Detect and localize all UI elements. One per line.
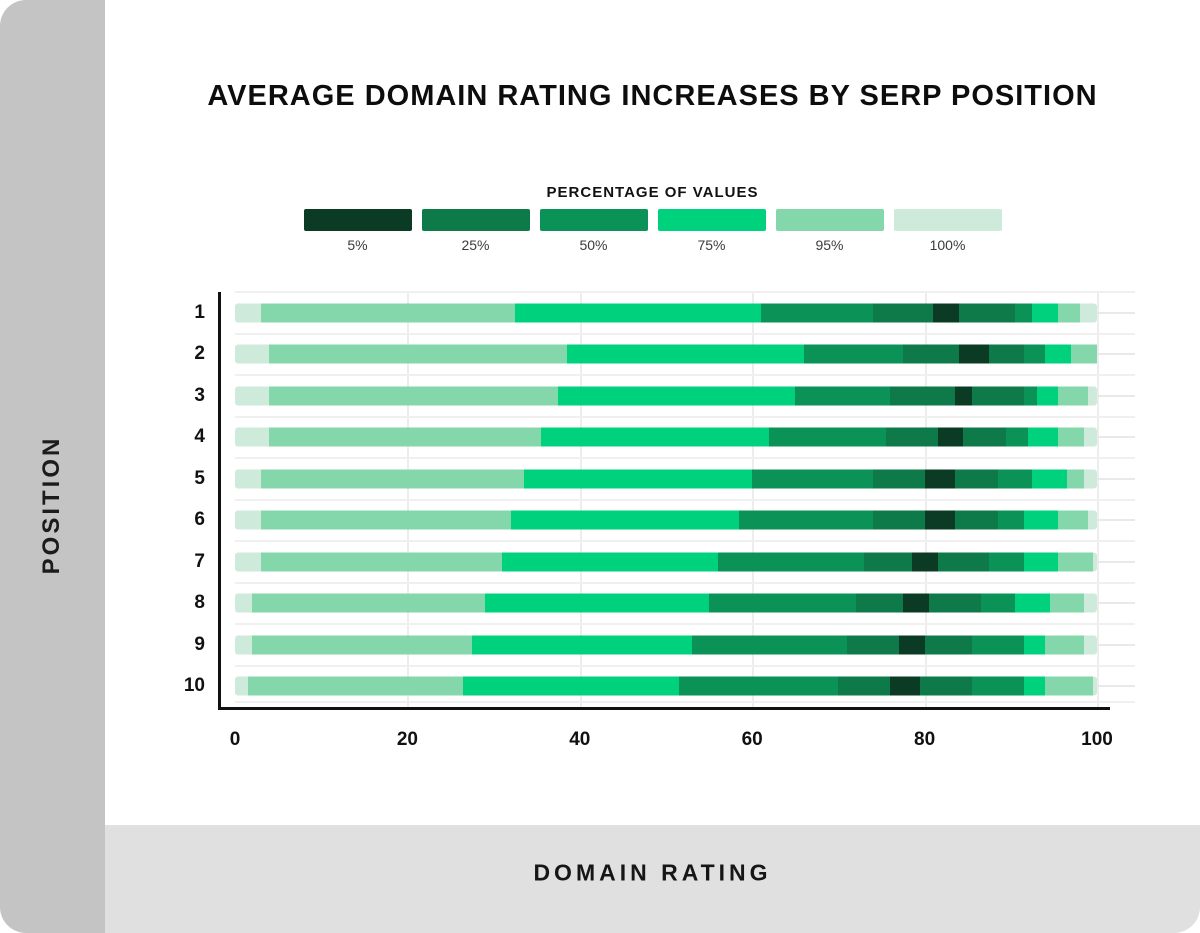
row-center-gridline xyxy=(1097,477,1135,480)
y-axis-line xyxy=(218,292,221,709)
chart-title: AVERAGE DOMAIN RATING INCREASES BY SERP … xyxy=(207,80,1098,112)
chart-row: 9 xyxy=(194,623,1135,666)
chart-row: 1 xyxy=(194,291,1135,334)
legend-swatch xyxy=(421,209,530,231)
chart-row: 8 xyxy=(194,581,1135,625)
legend-swatch xyxy=(775,209,884,231)
percentile-bar xyxy=(235,552,1097,572)
x-tick-label: 80 xyxy=(914,729,936,750)
row-center-gridline xyxy=(1097,685,1135,688)
row-center-gridline xyxy=(1097,602,1135,605)
x-tick-label: 60 xyxy=(741,729,763,750)
y-tick-label: 5 xyxy=(194,467,205,489)
y-tick-label: 2 xyxy=(194,343,205,365)
chart-row: 3 xyxy=(194,374,1135,417)
horizontal-gridline xyxy=(235,415,1135,418)
percentile-bar xyxy=(235,427,1097,447)
horizontal-gridline xyxy=(235,498,1135,501)
x-axis-title-band: DOMAIN RATING xyxy=(105,825,1200,933)
x-axis-title: DOMAIN RATING xyxy=(533,859,772,886)
percentile-bar xyxy=(235,469,1097,489)
legend-items: 5% 25% 50% 75% 95% 100% xyxy=(105,209,1200,253)
legend-item: 75% xyxy=(657,209,766,253)
percentile-bar xyxy=(235,303,1097,323)
legend-item: 95% xyxy=(775,209,884,253)
x-tick-label: 20 xyxy=(396,729,418,750)
row-center-gridline xyxy=(1097,643,1135,646)
bar-segment-5% xyxy=(890,676,921,696)
chart-row: 10 xyxy=(184,664,1135,708)
percentile-bar xyxy=(235,635,1097,655)
legend-label: 75% xyxy=(697,237,726,253)
bar-segment-5% xyxy=(924,469,955,489)
horizontal-gridline xyxy=(235,457,1135,459)
y-tick-label: 4 xyxy=(194,426,205,448)
horizontal-gridline xyxy=(235,664,1135,667)
horizontal-gridline xyxy=(235,623,1135,625)
percentile-bar xyxy=(235,510,1097,530)
x-tick-label: 0 xyxy=(229,729,241,750)
y-tick-label: 10 xyxy=(183,675,205,697)
percentile-bar xyxy=(235,593,1097,613)
chart-row: 4 xyxy=(194,415,1135,459)
chart-row: 7 xyxy=(194,540,1135,583)
rows-host: 1 2 3 4 5 6 7 8 9 10 xyxy=(184,291,1135,708)
chart-row: 2 xyxy=(194,332,1135,376)
legend-label: 95% xyxy=(815,237,844,253)
percentile-bar xyxy=(235,344,1097,364)
percentile-bar xyxy=(235,386,1097,406)
y-tick-label: 3 xyxy=(194,384,205,406)
x-tick-label: 40 xyxy=(569,729,591,750)
legend-swatch xyxy=(303,209,412,231)
legend-item: 25% xyxy=(421,209,530,253)
legend: PERCENTAGE OF VALUES 5% 25% 50% 75% 95% 100% xyxy=(105,184,1200,253)
x-axis-line xyxy=(218,707,1110,710)
legend-item: 100% xyxy=(893,209,1002,253)
y-axis-title-band: POSITION xyxy=(0,0,105,933)
bar-segment-5% xyxy=(954,386,972,406)
legend-item: 50% xyxy=(539,209,648,253)
chart-row: 5 xyxy=(194,457,1135,500)
row-center-gridline xyxy=(1097,353,1135,356)
bar-segment-5% xyxy=(959,344,990,364)
chart-panel: AVERAGE DOMAIN RATING INCREASES BY SERP … xyxy=(105,0,1200,825)
legend-label: 5% xyxy=(347,237,368,253)
x-tick-label: 100 xyxy=(1081,729,1113,750)
y-axis-title: POSITION xyxy=(38,435,65,575)
bar-segment-5% xyxy=(903,593,929,613)
row-center-gridline xyxy=(1097,311,1135,314)
row-center-gridline xyxy=(1097,394,1135,397)
percentile-bar xyxy=(235,676,1097,696)
legend-swatch xyxy=(539,209,648,231)
y-tick-label: 9 xyxy=(194,633,205,655)
y-tick-label: 6 xyxy=(194,509,205,531)
legend-item: 5% xyxy=(303,209,412,253)
horizontal-gridline xyxy=(235,374,1135,376)
legend-label: 50% xyxy=(579,237,608,253)
legend-swatch xyxy=(657,209,766,231)
horizontal-gridline xyxy=(235,332,1135,335)
horizontal-gridline xyxy=(235,540,1135,542)
bar-segment-5% xyxy=(911,552,938,572)
legend-title: PERCENTAGE OF VALUES xyxy=(546,184,759,201)
row-center-gridline xyxy=(1097,436,1135,439)
legend-label: 25% xyxy=(461,237,490,253)
horizontal-gridline xyxy=(235,701,1135,703)
row-center-gridline xyxy=(1097,560,1135,563)
chart-row: 6 xyxy=(194,498,1135,542)
y-tick-label: 1 xyxy=(194,301,205,323)
y-tick-label: 8 xyxy=(194,592,205,614)
bar-segment-5% xyxy=(924,510,955,530)
horizontal-gridline xyxy=(235,291,1135,293)
row-center-gridline xyxy=(1097,519,1135,522)
bar-segment-5% xyxy=(933,303,960,323)
bar-segment-5% xyxy=(937,427,964,447)
legend-label: 100% xyxy=(929,237,966,253)
horizontal-gridline xyxy=(235,581,1135,584)
plot-area: 1 2 3 4 5 6 7 8 9 10 0 20 40 60 80 100 xyxy=(184,291,1135,750)
legend-swatch xyxy=(893,209,1002,231)
bar-segment-5% xyxy=(898,635,925,655)
y-tick-label: 7 xyxy=(194,550,205,572)
